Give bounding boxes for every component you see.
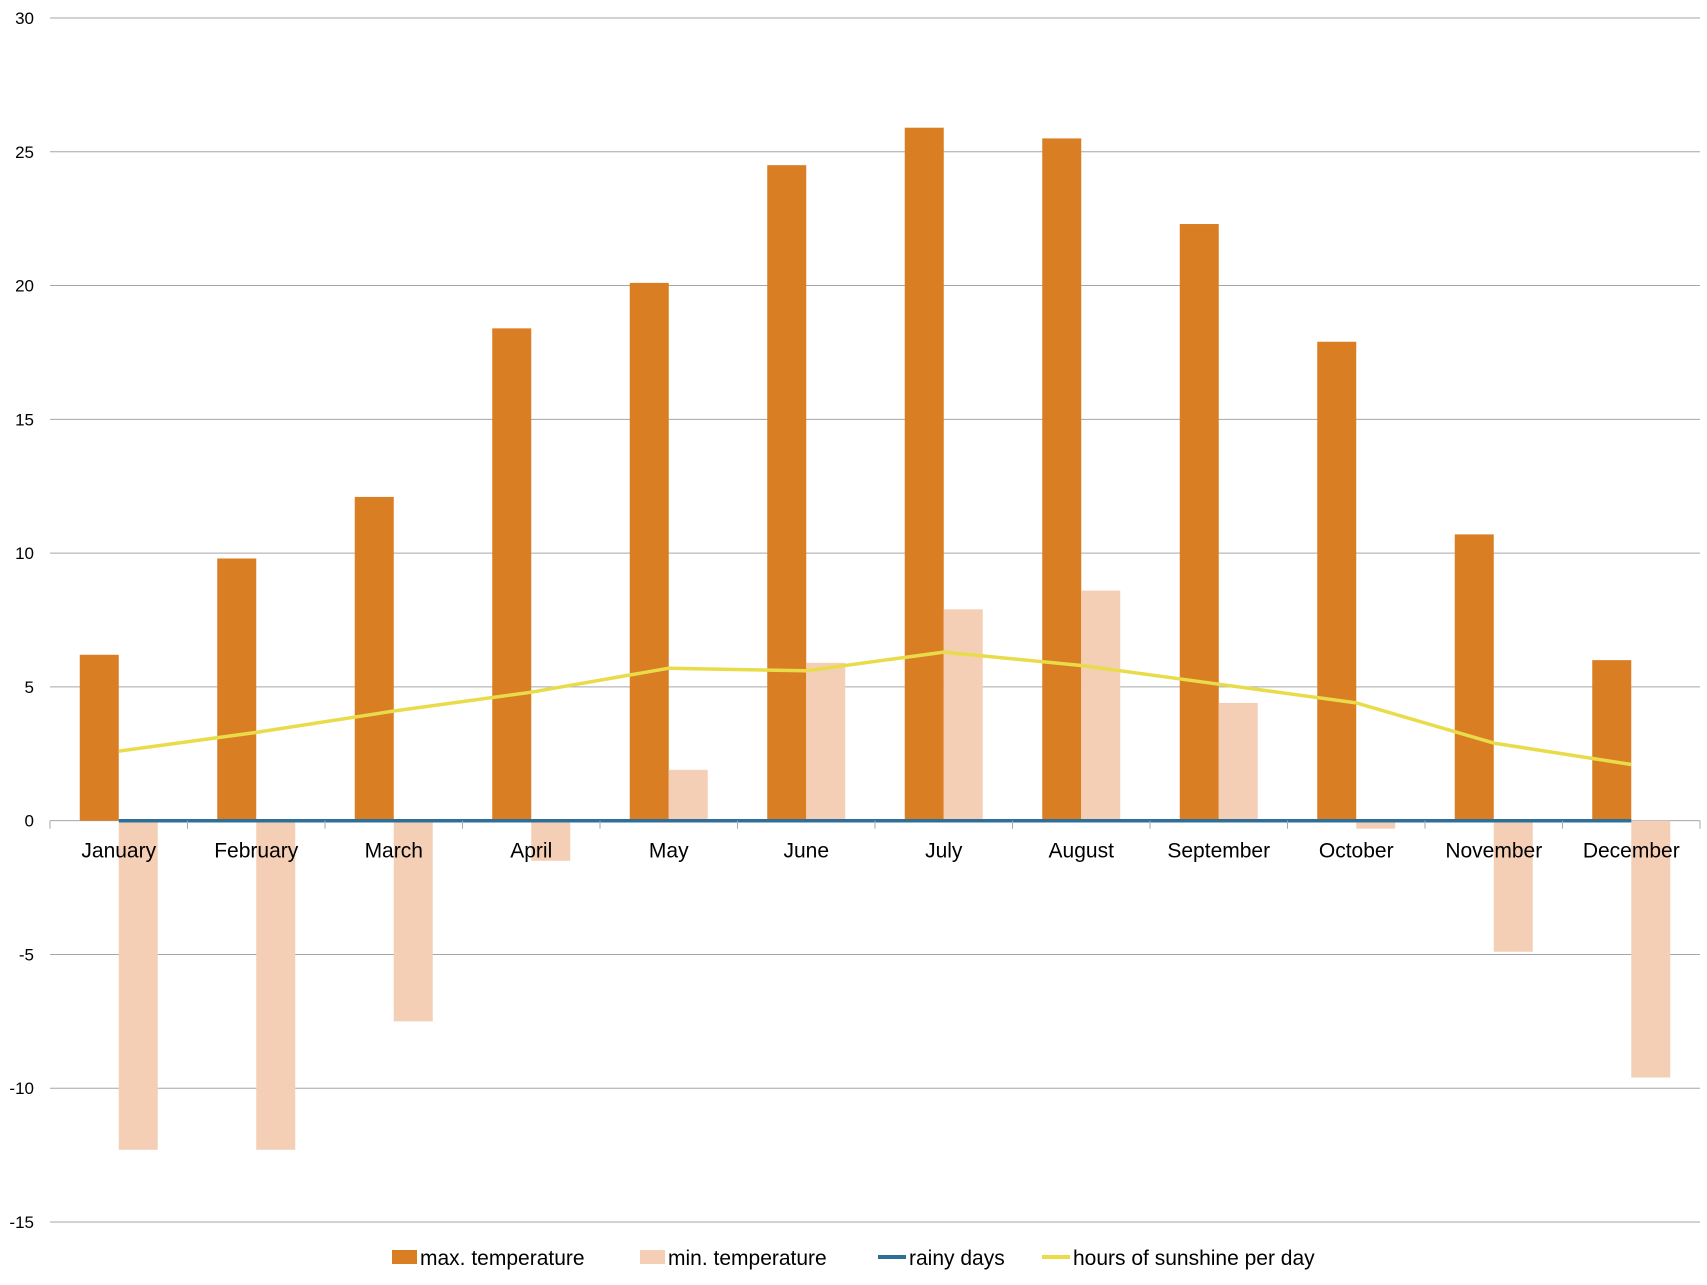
max-temperature-bar xyxy=(492,328,532,821)
max-temperature-bar xyxy=(629,282,669,821)
legend-label: max. temperature xyxy=(420,1247,585,1270)
legend-item: min. temperature xyxy=(640,1247,827,1270)
max-temperature-bar xyxy=(1454,534,1494,821)
min-temperature-bar xyxy=(1081,590,1121,821)
x-tick-label: October xyxy=(1319,840,1394,863)
y-tick-label: 15 xyxy=(15,410,34,429)
max-temperature-bar xyxy=(1317,341,1357,821)
min-temperature-bar xyxy=(531,820,571,861)
legend-item: max. temperature xyxy=(392,1247,585,1270)
legend-swatch xyxy=(640,1250,665,1264)
max-temperature-bar xyxy=(1592,660,1632,821)
x-tick-label: August xyxy=(1049,840,1115,863)
min-temperature-bar xyxy=(118,820,158,1150)
y-tick-label: 30 xyxy=(15,9,34,28)
max-temperature-bar xyxy=(767,165,807,821)
x-tick-label: April xyxy=(510,840,552,863)
x-tick-label: September xyxy=(1167,840,1270,863)
min-temperature-bar xyxy=(943,609,983,821)
x-tick-label: December xyxy=(1583,840,1680,863)
min-temperature-bar xyxy=(1631,820,1671,1078)
min-temperature-bar xyxy=(1356,820,1396,829)
min-temperature-bar xyxy=(668,769,708,821)
legend-item: rainy days xyxy=(878,1247,1005,1270)
y-tick-label: 5 xyxy=(25,678,34,697)
max-temperature-bar xyxy=(217,558,257,821)
y-tick-label: 20 xyxy=(15,277,34,296)
axes: 30 25 20 15 10 5 0 -5 -10 -15 January February March… xyxy=(9,9,1701,1232)
min-temperature-bar xyxy=(256,820,296,1150)
y-tick-label: -10 xyxy=(9,1079,34,1098)
x-tick-label: February xyxy=(214,840,299,863)
x-tick-label: January xyxy=(81,840,156,863)
x-tick-label: November xyxy=(1445,840,1542,863)
x-tick-label: June xyxy=(783,840,829,863)
max-temperature-bar xyxy=(354,496,394,821)
line-series xyxy=(118,650,1632,823)
max-temperature-bar xyxy=(904,127,944,821)
legend-label: min. temperature xyxy=(668,1247,827,1270)
x-tick-label: July xyxy=(925,840,963,863)
min-temperature-bar xyxy=(1218,702,1258,821)
y-tick-label: -5 xyxy=(19,945,34,964)
legend-label: rainy days xyxy=(909,1247,1005,1270)
x-tick-label: March xyxy=(365,840,423,863)
y-tick-label: 25 xyxy=(15,143,34,162)
max-temperature-bar xyxy=(79,654,119,821)
min-temperature-bar xyxy=(806,662,846,821)
min-temperature-bar xyxy=(1493,820,1533,952)
x-tick-label: May xyxy=(649,840,689,863)
min-temperature-bar xyxy=(393,820,433,1022)
gridlines xyxy=(50,17,1700,1223)
max-temperature-bar xyxy=(1179,224,1219,821)
legend-label: hours of sunshine per day xyxy=(1073,1247,1315,1270)
y-tick-label: 10 xyxy=(15,544,34,563)
bar-series xyxy=(79,127,1671,1150)
y-tick-label: 0 xyxy=(25,812,34,831)
legend-swatch xyxy=(392,1250,417,1264)
max-temperature-bar xyxy=(1042,138,1082,821)
sunshine-hours-line xyxy=(118,650,1632,767)
y-tick-label: -15 xyxy=(9,1213,34,1232)
legend: max. temperature min. temperature rainy da… xyxy=(392,1247,1315,1270)
legend-item: hours of sunshine per day xyxy=(1042,1247,1315,1270)
